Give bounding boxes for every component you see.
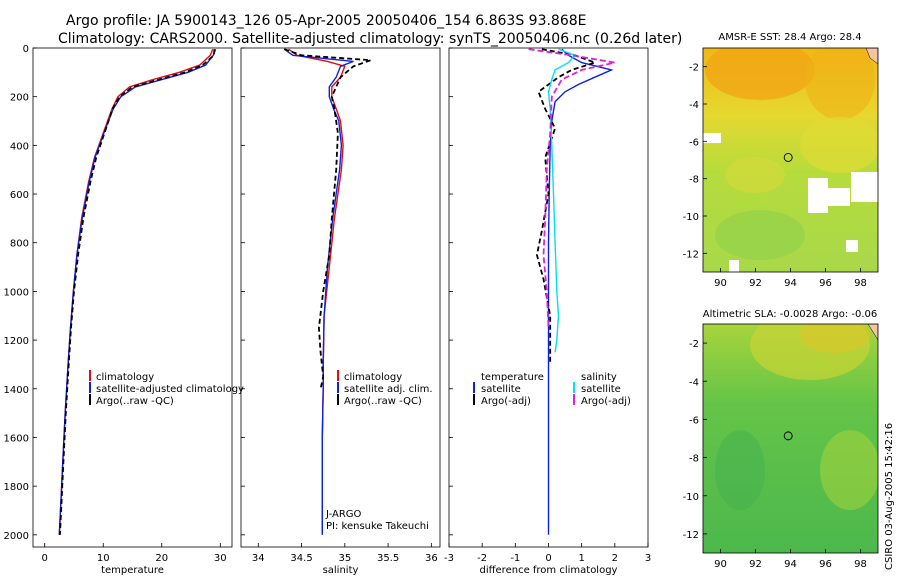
difference-profile: -3 -2 -1 0 1 2 3 difference from climatology — [444, 47, 651, 576]
x-tick-label: 94 — [784, 278, 797, 289]
project-annotation: J-ARGO — [325, 509, 362, 520]
y-tick-label: 200 — [10, 93, 29, 104]
y-tick-label: 400 — [10, 141, 29, 152]
legend-label: satellite — [481, 384, 521, 395]
sla-map: Altimetric SLA: -0.0028 Argo: -0.06 90 92… — [683, 309, 879, 570]
x-tick-label: -1 — [510, 553, 520, 564]
y-tick-label: 1000 — [4, 287, 29, 298]
legend-label: climatology — [344, 372, 402, 383]
y-tick-label: -2 — [689, 339, 699, 350]
x-tick-label: 34 — [252, 553, 265, 564]
x-axis-label: difference from climatology — [480, 565, 618, 576]
y-tick-label: -10 — [683, 212, 699, 223]
y-tick-label: 1200 — [4, 336, 29, 347]
pi-annotation: PI: kensuke Takeuchi — [326, 521, 429, 532]
x-tick-label: 94 — [784, 559, 797, 570]
series-line — [284, 48, 372, 389]
x-tick-label: 1 — [578, 553, 584, 564]
argo-position-marker — [783, 431, 793, 441]
temperature-legend: climatology satellite-adjusted climatolo… — [89, 370, 244, 407]
legend-label: satellite-adjusted climatology — [96, 384, 244, 395]
sst-map: AMSR-E SST: 28.4 Argo: 28.4 90 92 94 96 98 -2… — [683, 32, 879, 289]
legend-label: Argo(..raw -QC) — [344, 396, 422, 407]
y-tick-label: -4 — [689, 100, 699, 111]
y-tick-label: -4 — [689, 377, 699, 388]
x-tick-label: 30 — [214, 553, 227, 564]
y-tick-label: 2000 — [4, 531, 29, 542]
x-tick-label: 92 — [749, 559, 762, 570]
x-tick-label: 35.5 — [377, 553, 399, 564]
legend-label: Argo(..raw -QC) — [96, 396, 174, 407]
x-axis-label: temperature — [101, 565, 164, 576]
y-tick-label: -8 — [689, 454, 699, 465]
y-tick-label: 1400 — [4, 385, 29, 396]
x-axis-label: salinity — [323, 565, 359, 576]
y-tick-label: -10 — [683, 492, 699, 503]
x-tick-label: 96 — [819, 559, 832, 570]
legend-label: temperature — [481, 372, 544, 383]
y-tick-label: -12 — [683, 530, 699, 541]
y-tick-label: -12 — [683, 249, 699, 260]
sla-map-title: Altimetric SLA: -0.0028 Argo: -0.06 — [703, 309, 878, 320]
csiro-timestamp: CSIRO 03-Aug-2005 15:42:16 — [884, 422, 895, 570]
x-tick-label: 34.5 — [290, 553, 312, 564]
x-tick-label: 98 — [854, 278, 867, 289]
series-line — [547, 48, 614, 535]
y-tick-label: -6 — [689, 137, 699, 148]
y-tick-label: 0 — [23, 44, 29, 55]
legend-label: climatology — [96, 372, 154, 383]
series-line — [59, 49, 216, 535]
sst-map-title: AMSR-E SST: 28.4 Argo: 28.4 — [718, 32, 861, 43]
y-tick-label: -8 — [689, 175, 699, 186]
salinity-legend: climatology satellite adj. clim. Argo(..… — [325, 370, 433, 532]
argo-position-marker — [783, 152, 793, 162]
legend-label: salinity — [581, 372, 617, 383]
x-tick-label: 98 — [854, 559, 867, 570]
y-tick-label: 1600 — [4, 433, 29, 444]
x-tick-label: 0 — [545, 553, 551, 564]
legend-label: Argo(-adj) — [581, 396, 631, 407]
x-tick-label: 0 — [42, 553, 48, 564]
series-line — [58, 48, 214, 535]
figure-title-line-2: Climatology: CARS2000. Satellite-adjuste… — [58, 31, 683, 47]
y-tick-label: 600 — [10, 190, 29, 201]
series-line — [528, 48, 615, 328]
plot-frame — [32, 47, 233, 548]
x-tick-label: 20 — [155, 553, 168, 564]
plot-frame — [240, 47, 441, 548]
y-tick-label: -2 — [689, 63, 699, 74]
x-tick-label: 3 — [645, 553, 651, 564]
legend-label: satellite adj. clim. — [344, 384, 433, 395]
y-tick-label: 800 — [10, 239, 29, 250]
x-tick-label: 36 — [425, 553, 438, 564]
legend-label: Argo(-adj) — [481, 396, 531, 407]
x-tick-label: -2 — [477, 553, 487, 564]
x-tick-label: 90 — [714, 278, 727, 289]
series-line — [535, 48, 598, 365]
x-tick-label: 10 — [97, 553, 110, 564]
temperature-profile: 0 10 20 30 temperature 0 200 400 600 800 1000 1200 1… — [4, 44, 233, 576]
y-tick-label: -6 — [689, 415, 699, 426]
x-tick-label: 35 — [338, 553, 351, 564]
legend-label: satellite — [581, 384, 621, 395]
difference-legend: temperature satellite Argo(-adj) salinit… — [473, 372, 631, 407]
x-tick-label: 90 — [714, 559, 727, 570]
y-tick-label: 1800 — [4, 482, 29, 493]
x-tick-label: -3 — [444, 553, 454, 564]
x-tick-label: 96 — [819, 278, 832, 289]
salinity-profile: 34 34.5 35 35.5 36 salinity — [240, 47, 441, 576]
series-line — [58, 48, 217, 535]
x-tick-label: 2 — [612, 553, 618, 564]
x-tick-label: 92 — [749, 278, 762, 289]
figure-title-line-1: Argo profile: JA 5900143_126 05-Apr-2005… — [66, 13, 587, 29]
series-line — [283, 48, 354, 535]
